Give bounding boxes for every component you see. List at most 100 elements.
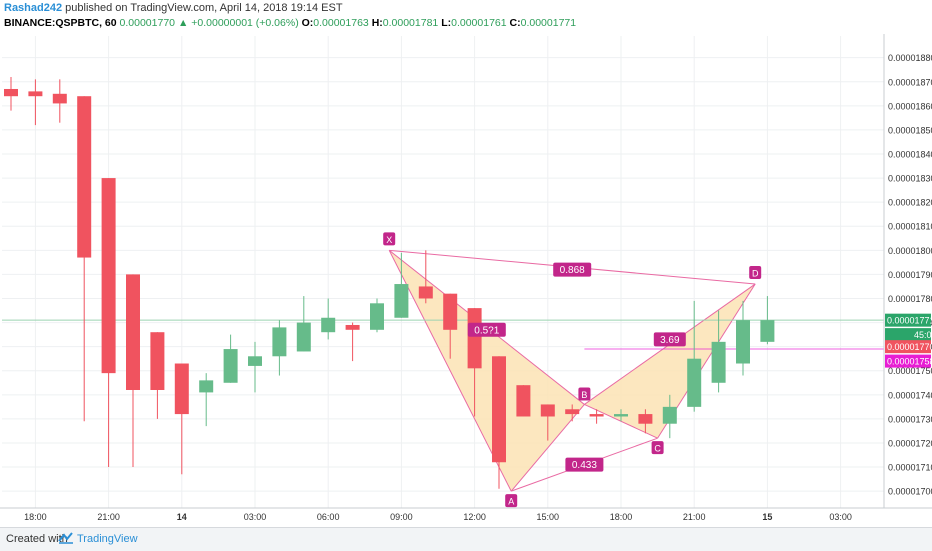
price-change: +0.00000001 (+0.06%) <box>191 17 299 29</box>
low-label: L: <box>441 17 452 29</box>
y-tick-label: 0.00001740 <box>888 390 932 400</box>
y-tick-label: 0.00001870 <box>888 77 932 87</box>
candle-body <box>248 356 262 366</box>
candle-body <box>345 324 360 330</box>
price-axis-label-box <box>885 313 931 327</box>
open-label: O: <box>301 17 314 29</box>
up-arrow-icon: ▲ <box>177 17 189 29</box>
pattern-line <box>388 250 512 492</box>
candle-body <box>760 320 775 342</box>
y-tick-label: 0.00001700 <box>888 487 932 497</box>
price-axis-label-box <box>885 354 931 368</box>
x-tick-label: 15:00 <box>537 512 560 522</box>
point-label-box <box>651 441 664 455</box>
candle-body <box>394 284 409 318</box>
x-tick-label: 18:00 <box>610 512 633 522</box>
y-tick-label: 0.00001730 <box>888 414 932 424</box>
x-tick-label: 18:00 <box>24 512 47 522</box>
ratio-label: 0.433 <box>572 460 597 471</box>
price-axis-label: 0.00001771 <box>887 316 932 326</box>
candle-body <box>589 414 604 417</box>
y-tick-label: 0.00001720 <box>888 438 932 448</box>
bcd-triangle <box>584 284 756 439</box>
point-label-d: D <box>752 269 759 279</box>
candle-body <box>321 317 336 333</box>
candle-body <box>467 308 482 369</box>
point-label-a: A <box>508 497 514 507</box>
ratio-label-box <box>565 457 604 472</box>
candle-body <box>662 406 677 424</box>
candle-body <box>150 332 165 390</box>
y-tick-label: 0.00001820 <box>888 198 932 208</box>
candle-body <box>443 293 458 330</box>
y-tick-label: 0.00001710 <box>888 463 932 473</box>
candle-body <box>614 414 628 417</box>
candle-body <box>296 322 311 352</box>
high-value: 0.00001781 <box>382 17 439 29</box>
candle-body <box>174 363 189 415</box>
candle-body <box>638 414 653 424</box>
candle-body <box>28 91 43 97</box>
price-axis-label: 0.00001758 <box>887 357 932 367</box>
high-label: H: <box>371 17 383 29</box>
author-link[interactable]: Rashad242 <box>4 2 63 14</box>
candle-body <box>687 358 702 407</box>
candle-body <box>540 404 555 417</box>
x-tick-label: 09:00 <box>390 512 413 522</box>
time-axis: 18:00 21:00 14 03:00 06:00 09:00 12:00 15:00 18:… <box>0 507 932 522</box>
publish-info: published on TradingView.com, April 14, … <box>65 2 343 14</box>
y-tick-label: 0.00001750 <box>888 366 932 376</box>
pattern-labels: X A B C D 0.868 0.433 3.69 0.5?1 <box>383 232 762 508</box>
x-tick-label: 21:00 <box>683 512 706 522</box>
ratio-label: 0.5?1 <box>474 325 499 336</box>
price-axis-label-box <box>885 328 931 342</box>
ratio-label: 3.69 <box>660 335 680 346</box>
candle-body <box>77 96 92 258</box>
grid <box>2 36 884 508</box>
y-tick-label: 0.00001780 <box>888 294 932 304</box>
xab-triangle <box>389 250 585 492</box>
y-tick-label: 0.00001840 <box>888 150 932 160</box>
price-axis-label: 45:07 <box>914 330 932 340</box>
candle-body <box>101 178 116 374</box>
ratio-label: 0.868 <box>560 265 585 276</box>
ohlc-line: BINANCE:QSPBTC, 60 0.00001770 ▲ +0.00000… <box>4 17 576 29</box>
tradingview-brand[interactable]: TradingView <box>77 533 138 545</box>
candle-body <box>711 341 726 383</box>
symbol-label[interactable]: BINANCE:QSPBTC, 60 <box>4 17 117 29</box>
x-tick-label: 12:00 <box>463 512 486 522</box>
publish-line: Rashad242 published on TradingView.com, … <box>4 2 343 14</box>
point-label-box <box>749 266 762 280</box>
price-axis-label-box <box>885 340 931 354</box>
point-label-b: B <box>581 390 587 400</box>
x-tick-label: 03:00 <box>244 512 267 522</box>
candle-body <box>736 320 750 364</box>
candle-body <box>199 380 214 393</box>
ratio-label-box <box>653 332 686 347</box>
candle-body <box>516 385 531 417</box>
y-tick-label: 0.00001850 <box>888 125 932 135</box>
point-label-x: X <box>386 235 392 245</box>
y-tick-label: 0.00001830 <box>888 174 932 184</box>
ratio-label-box <box>553 262 592 277</box>
candle-body <box>52 93 67 104</box>
chart-header: Rashad242 published on TradingView.com, … <box>0 0 932 34</box>
price-axis-label: 0.00001770 <box>887 342 932 352</box>
low-value: 0.00001761 <box>451 17 507 29</box>
point-label-box <box>383 232 396 246</box>
y-tick-label: 0.00001810 <box>888 222 932 232</box>
y-tick-label: 0.00001800 <box>888 246 932 256</box>
created-with-text: Created with <box>6 533 68 545</box>
candle-body <box>4 88 18 97</box>
x-tick-label: 21:00 <box>97 512 120 522</box>
candle-body <box>126 274 140 390</box>
last-price: 0.00001770 <box>119 17 176 29</box>
x-tick-label: 15 <box>762 512 772 522</box>
tradingview-logo-icon <box>58 532 73 544</box>
point-label-box <box>578 387 591 401</box>
y-tick-label: 0.00001860 <box>888 101 932 111</box>
candle-body <box>272 327 287 357</box>
close-value: 0.00001771 <box>520 17 577 29</box>
candle-body <box>370 303 384 330</box>
